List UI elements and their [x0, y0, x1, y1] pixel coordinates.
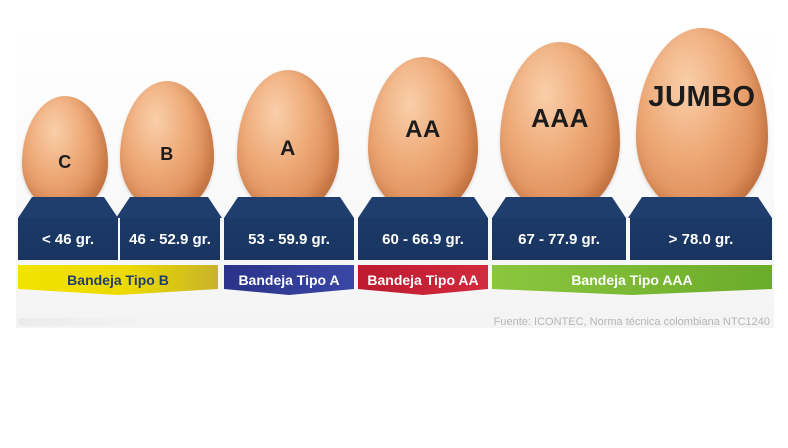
source-note: Fuente: ICONTEC, Norma técnica colombian…	[493, 316, 770, 328]
tray-tipo-a: Bandeja Tipo A	[224, 265, 354, 295]
egg-label-c: C	[58, 151, 72, 172]
stand-jumbo	[628, 197, 772, 218]
weight-aa: 60 - 66.9 gr.	[358, 218, 488, 260]
weight-aaa: 67 - 77.9 gr.	[492, 218, 626, 260]
weight-c: < 46 gr.	[18, 218, 118, 260]
egg-label-jumbo: JUMBO	[648, 80, 756, 113]
tray-tipo-aaa: Bandeja Tipo AAA	[492, 265, 772, 295]
weight-b: 46 - 52.9 gr.	[120, 218, 220, 260]
egg-label-aaa: AAA	[531, 103, 589, 133]
stand-a	[224, 197, 354, 218]
stand-c	[18, 197, 118, 218]
egg-label-a: A	[280, 136, 296, 160]
stand-aa	[358, 197, 488, 218]
weight-a: 53 - 59.9 gr.	[224, 218, 354, 260]
egg-label-aa: AA	[405, 116, 441, 143]
egg-aa: AA	[368, 57, 478, 215]
stand-aaa	[492, 197, 626, 218]
egg-jumbo: JUMBO	[636, 28, 768, 216]
weight-jumbo: > 78.0 gr.	[630, 218, 772, 260]
egg-aaa: AAA	[500, 42, 620, 215]
egg-a: A	[237, 70, 339, 215]
egg-label-b: B	[160, 143, 174, 164]
faded-mark	[18, 318, 163, 326]
egg-b: B	[120, 81, 214, 213]
egg-c: C	[22, 96, 108, 212]
tray-tipo-aa: Bandeja Tipo AA	[358, 265, 488, 295]
stand-b	[116, 197, 222, 218]
tray-tipo-b: Bandeja Tipo B	[18, 265, 218, 295]
